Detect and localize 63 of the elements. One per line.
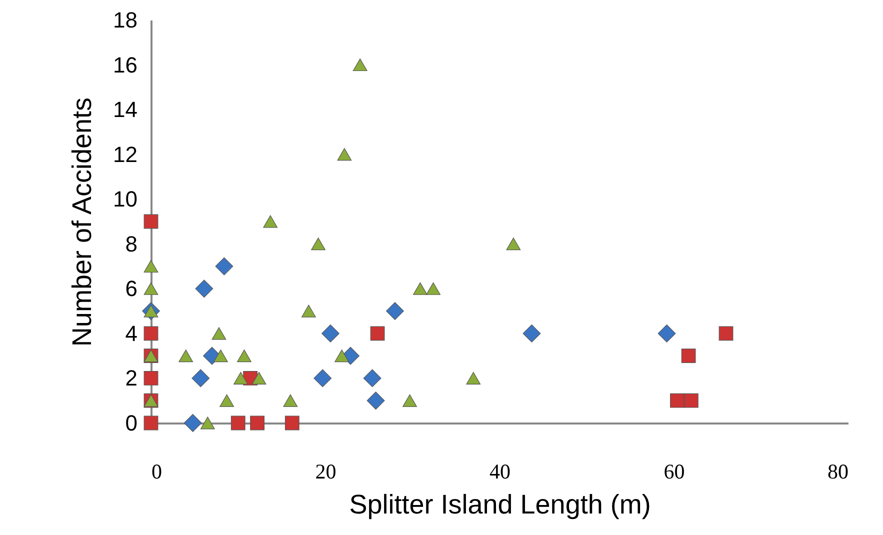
- y-tick-label: 2: [125, 366, 138, 391]
- point: [322, 324, 340, 342]
- point: [237, 350, 252, 362]
- x-tick-label: 0: [152, 460, 162, 484]
- point: [214, 350, 228, 362]
- point: [252, 372, 266, 384]
- y-tick-label: 16: [113, 52, 138, 78]
- x-axis-title: Splitter Island Length (m): [349, 490, 651, 520]
- point: [144, 214, 158, 229]
- point: [506, 238, 521, 250]
- point: [178, 350, 194, 362]
- y-tick-label: 8: [125, 231, 138, 256]
- x-tick-label: 20: [315, 460, 336, 484]
- point: [184, 414, 202, 432]
- y-tick-label: 18: [113, 8, 138, 32]
- x-tick-label: 80: [828, 460, 848, 484]
- point: [363, 369, 382, 388]
- y-tick-label: 4: [125, 320, 138, 346]
- point: [144, 416, 158, 430]
- point: [144, 304, 158, 318]
- y-tick-label: 14: [113, 97, 138, 122]
- point: [250, 416, 264, 430]
- point: [311, 238, 326, 250]
- point: [386, 302, 404, 320]
- point: [220, 394, 234, 407]
- point: [402, 394, 417, 407]
- point: [658, 324, 676, 342]
- point: [426, 282, 440, 295]
- x-tick-label: 40: [490, 460, 510, 484]
- point: [230, 416, 246, 430]
- point: [681, 348, 696, 364]
- point: [215, 257, 234, 276]
- y-tick-label: 12: [113, 142, 138, 167]
- point: [413, 282, 428, 295]
- point: [352, 58, 368, 72]
- x-tick-label: 60: [664, 460, 685, 484]
- point: [284, 416, 300, 430]
- point: [200, 416, 215, 430]
- point: [283, 394, 298, 407]
- point: [670, 393, 684, 408]
- point: [302, 304, 316, 318]
- point: [144, 260, 158, 273]
- point: [334, 350, 349, 362]
- point: [366, 392, 385, 410]
- point: [337, 148, 352, 161]
- point: [522, 324, 541, 342]
- point: [144, 326, 158, 341]
- point: [192, 369, 210, 388]
- point: [234, 372, 248, 384]
- point: [314, 369, 332, 388]
- y-tick-label: 6: [125, 276, 138, 302]
- point: [212, 327, 226, 340]
- point: [718, 326, 734, 341]
- point: [370, 326, 385, 341]
- point: [263, 215, 278, 228]
- point: [466, 372, 481, 384]
- point: [144, 371, 158, 386]
- y-tick-label: 10: [113, 186, 138, 212]
- point: [684, 393, 698, 408]
- point: [195, 280, 214, 298]
- y-tick-label: 0: [125, 410, 138, 436]
- point: [144, 282, 158, 295]
- y-axis-title: Number of Accidents: [67, 97, 98, 347]
